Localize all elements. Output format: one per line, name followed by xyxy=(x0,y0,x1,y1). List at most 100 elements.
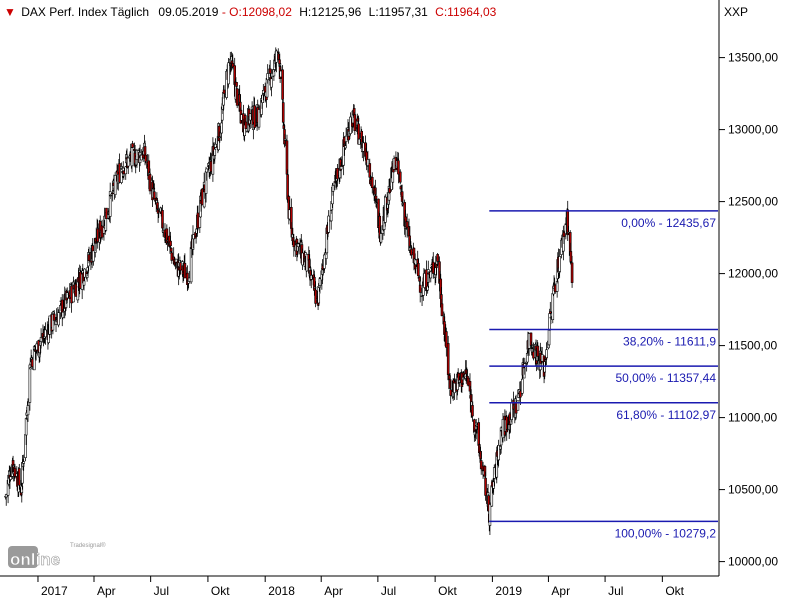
candle-body xyxy=(131,143,134,148)
candle-body xyxy=(440,303,444,317)
x-tick-label: Apr xyxy=(97,584,116,598)
candle-body xyxy=(13,468,17,477)
candle-body xyxy=(436,254,439,262)
candle-body xyxy=(569,251,573,262)
candle-body xyxy=(227,62,230,85)
header-title: DAX Perf. Index Täglich xyxy=(21,5,149,19)
x-tick-label: Okt xyxy=(438,584,457,598)
candle-body xyxy=(253,105,256,128)
candle-body xyxy=(519,390,522,398)
candle-body xyxy=(194,235,198,238)
header-mark: ▼ xyxy=(4,5,16,19)
candle-body xyxy=(453,382,456,394)
candle-body xyxy=(161,210,164,229)
candle-body xyxy=(344,145,347,149)
header-close: C:11964,03 xyxy=(435,5,496,19)
y-axis: 10000,00 10500,00 11000,00 11500,00 12000,00… xyxy=(719,51,778,569)
candle-body xyxy=(368,163,372,178)
candle-body xyxy=(17,468,21,486)
candle-body xyxy=(417,263,420,277)
logo-badge xyxy=(8,546,38,568)
candle-body xyxy=(61,311,65,318)
candle-body xyxy=(169,247,173,252)
candle-body xyxy=(113,175,117,195)
tradesignal-logo: Tradesignal® online xyxy=(8,540,108,570)
x-tick-label: 2017 xyxy=(41,584,68,598)
candle-body xyxy=(124,166,128,175)
candle-body xyxy=(471,405,474,417)
candle-body xyxy=(445,331,448,348)
candle-body xyxy=(130,147,134,167)
candle-body xyxy=(153,191,156,199)
candle-body xyxy=(109,194,113,197)
candle-body xyxy=(477,422,481,446)
candle-body xyxy=(558,256,561,272)
candle-body xyxy=(418,284,422,293)
candle-body xyxy=(44,329,47,338)
candle-body xyxy=(379,233,383,243)
candle-body xyxy=(57,312,60,326)
candle-body xyxy=(397,160,400,175)
candle-body xyxy=(111,192,114,195)
candle-body xyxy=(370,176,374,189)
y-tick-label: 13000,00 xyxy=(728,123,778,137)
candle-body xyxy=(545,349,548,358)
y-tick-label: 11500,00 xyxy=(728,339,777,353)
candle-body xyxy=(283,138,287,141)
candle-body xyxy=(275,50,278,63)
candle-body xyxy=(353,114,357,132)
x-tick-label: Apr xyxy=(551,584,570,598)
y-tick-label: 12000,00 xyxy=(728,267,778,281)
candle-body xyxy=(405,221,409,229)
x-tick-label: 2018 xyxy=(268,584,295,598)
candle-body xyxy=(281,69,284,100)
header-sep: - xyxy=(222,5,229,19)
candle-body xyxy=(388,187,391,193)
candle-body xyxy=(22,461,25,464)
candle-body xyxy=(516,400,520,411)
candle-body xyxy=(344,135,348,142)
logo-graphic: Tradesignal® online xyxy=(8,542,106,569)
x-axis: 2017 Apr Jul Okt 2018 Apr Jul Okt 2019 Apr Jul Okt xyxy=(37,576,685,598)
fib-level-label: 38,20% - 11611,9 xyxy=(623,334,716,348)
candle-body xyxy=(270,78,273,88)
candle-body xyxy=(327,215,330,233)
fib-level-label: 50,00% - 11357,44 xyxy=(615,371,716,385)
candle-body xyxy=(547,329,551,346)
candle-body xyxy=(366,159,370,166)
header-low: L:11957,31 xyxy=(369,5,428,19)
chart-header: ▼ DAX Perf. Index Täglich 09.05.2019 - O… xyxy=(4,5,497,19)
candle-body xyxy=(305,253,309,272)
y-tick-label: 11000,00 xyxy=(728,411,777,425)
candles-layer xyxy=(4,47,574,536)
candle-body xyxy=(548,311,552,314)
header-open: O:12098,02 xyxy=(229,5,292,19)
fib-level-label: 100,00% - 10279,2 xyxy=(615,526,717,540)
y-tick-label: 13500,00 xyxy=(728,51,778,65)
y-tick-label: 12500,00 xyxy=(728,195,778,209)
candle-body xyxy=(205,168,208,173)
fibonacci-layer: 0,00% - 12435,67 38,20% - 11611,9 50,00% -… xyxy=(489,210,718,540)
candle-body xyxy=(296,243,300,247)
candle-body xyxy=(39,337,43,342)
candle-body xyxy=(555,281,559,292)
candle-body xyxy=(357,138,361,145)
candle-body xyxy=(497,445,500,461)
candle-body xyxy=(570,262,574,283)
candle-body xyxy=(536,345,540,357)
candle-body xyxy=(374,195,378,200)
candle-body xyxy=(213,148,217,156)
candle-body xyxy=(488,504,492,526)
candle-body xyxy=(9,476,12,480)
candle-body xyxy=(165,228,169,244)
candle-body xyxy=(520,378,524,394)
x-tick-label: Okt xyxy=(665,584,684,598)
candle-body xyxy=(4,494,8,498)
candle-body xyxy=(318,278,322,286)
candle-body xyxy=(135,149,139,160)
candle-body xyxy=(525,352,529,363)
candle-body xyxy=(170,252,174,261)
candle-body xyxy=(82,280,86,286)
x-tick-label: Jul xyxy=(154,584,169,598)
